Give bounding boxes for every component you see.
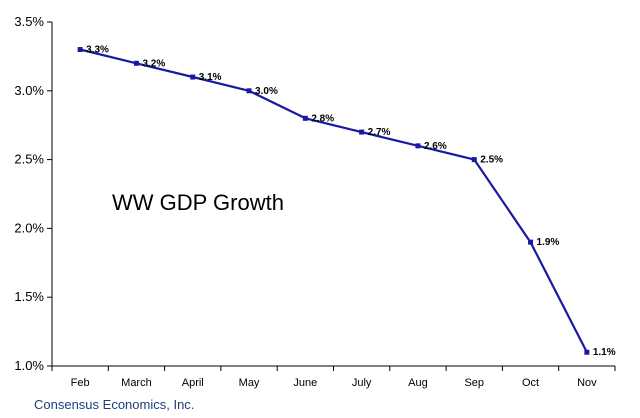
data-points — [77, 47, 590, 355]
series-line — [79, 48, 588, 353]
y-tick-label: 2.5% — [14, 152, 44, 167]
y-tick-label: 1.0% — [14, 358, 44, 373]
source-credit: Consensus Economics, Inc. — [34, 397, 194, 412]
x-tick-label: June — [293, 377, 317, 389]
x-tick-label: Nov — [577, 377, 597, 389]
data-labels: 3.3% 3.2% 3.1% 3.0% 2.8% 2.7% 2.6% 2.5% 1.9% 1.1% — [86, 45, 616, 359]
data-point — [133, 60, 139, 66]
series-line-group — [79, 48, 588, 353]
data-point — [415, 143, 421, 149]
x-tick-label: May — [239, 377, 260, 389]
data-label: 2.8% — [311, 113, 334, 124]
x-tick-label: Feb — [71, 377, 90, 389]
chart-title: WW GDP Growth — [112, 190, 284, 215]
data-label: 2.6% — [424, 141, 447, 152]
data-label: 2.7% — [368, 127, 391, 138]
data-point — [190, 74, 196, 80]
data-point — [77, 47, 83, 53]
x-tick-label: March — [121, 377, 152, 389]
y-ticks: 1.0% 1.5% 2.0% 2.5% 3.0% 3.5% — [14, 14, 52, 373]
data-point — [302, 115, 308, 121]
x-tick-label: Aug — [408, 377, 428, 389]
data-label: 3.0% — [255, 86, 278, 97]
data-point — [528, 239, 534, 245]
data-label: 1.1% — [593, 347, 616, 358]
x-tick-label: Sep — [464, 377, 484, 389]
data-label: 3.1% — [199, 72, 222, 83]
y-tick-label: 3.5% — [14, 14, 44, 29]
data-label: 1.9% — [537, 237, 560, 248]
y-tick-label: 1.5% — [14, 289, 44, 304]
x-ticks: Feb March April May June July Aug Sep Oct Nov — [51, 366, 616, 389]
y-tick-label: 2.0% — [14, 220, 44, 235]
data-point — [359, 129, 365, 135]
y-tick-label: 3.0% — [14, 83, 44, 98]
data-point — [471, 157, 477, 163]
data-label: 2.5% — [480, 155, 503, 166]
data-label: 3.3% — [86, 45, 109, 56]
x-tick-label: Oct — [522, 377, 539, 389]
data-label: 3.2% — [142, 58, 165, 69]
data-point — [246, 88, 252, 94]
x-tick-label: July — [352, 377, 372, 389]
x-tick-label: April — [182, 377, 204, 389]
data-point — [584, 349, 590, 355]
